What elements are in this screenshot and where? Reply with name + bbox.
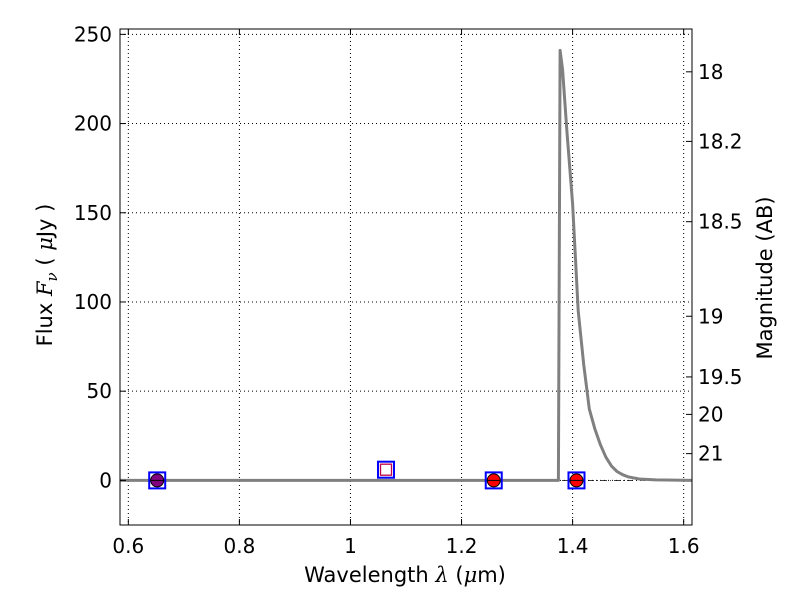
x-tick-label: 0.8 <box>223 534 255 558</box>
right-tick-label: 19 <box>698 304 723 328</box>
x-tick-label: 1.4 <box>557 534 589 558</box>
model-square-marker <box>379 463 393 476</box>
photometry-square-marker <box>377 460 396 479</box>
y-axis-label: Flux Fν ( μJy ) <box>33 204 61 347</box>
right-tick-label: 18.5 <box>698 210 743 234</box>
series-layer <box>120 48 693 482</box>
right-tick-label: 18.2 <box>698 129 743 153</box>
x-tick-label: 0.6 <box>112 534 144 558</box>
photometry-square-marker <box>567 471 586 490</box>
flux-series-line <box>120 48 693 482</box>
x-tick-label: 1 <box>344 534 357 558</box>
y-tick-label: 0 <box>99 468 112 492</box>
x-tick-label: 1.2 <box>446 534 478 558</box>
x-tick-label: 1.6 <box>668 534 700 558</box>
right-tick-label: 21 <box>698 442 723 466</box>
y-tick-label: 200 <box>74 112 112 136</box>
right-tick-label: 20 <box>698 402 723 426</box>
tick-layer: 0.6 0.8 1 1.2 1.4 1.6 0 50 100 150 200 250 18 18.2 18.… <box>74 22 743 558</box>
plot-frame <box>119 28 693 526</box>
y-tick-label: 100 <box>74 290 112 314</box>
y-tick-label: 50 <box>87 379 112 403</box>
grid <box>120 29 692 525</box>
photometry-square-marker <box>484 471 503 490</box>
x-axis-label: Wavelength λ (μm) <box>304 563 506 587</box>
right-tick-label: 18 <box>698 60 723 84</box>
y-tick-label: 150 <box>74 201 112 225</box>
y-axis-right-label: Magnitude (AB) <box>753 196 777 359</box>
photometry-square-marker <box>148 471 167 490</box>
right-tick-label: 19.5 <box>698 365 743 389</box>
y-tick-label: 250 <box>74 22 112 46</box>
marker-layer <box>148 460 586 490</box>
